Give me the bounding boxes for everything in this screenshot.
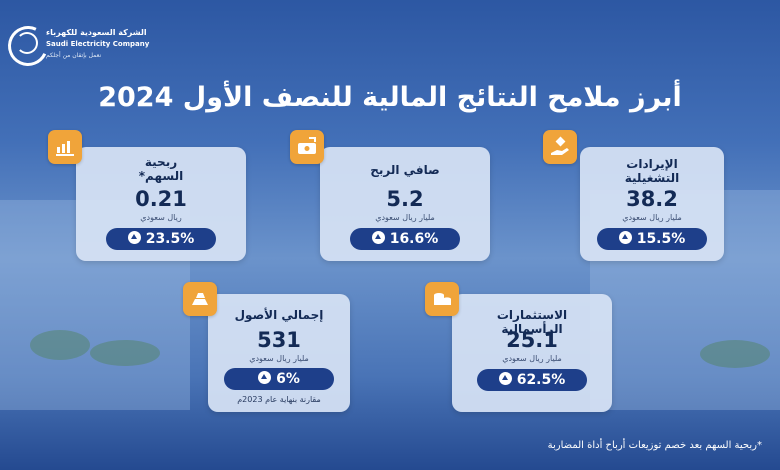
coin-stack-icon xyxy=(425,282,459,316)
card-label-line: التشغيلية xyxy=(624,171,680,185)
card-value: 0.21 xyxy=(135,187,187,211)
arrow-up-icon xyxy=(371,230,385,244)
company-tagline: نعمل بإتقان من أجلكم xyxy=(46,52,102,59)
card-total-assets: إجمالي الأصول 531 مليار ريال سعودي 6% مق… xyxy=(208,294,350,412)
change-badge: 23.5% xyxy=(106,228,216,250)
background-tree xyxy=(30,330,90,360)
card-label: الإيرادات التشغيلية xyxy=(594,157,710,185)
card-value: 5.2 xyxy=(386,187,424,211)
card-label-line: إجمالي الأصول xyxy=(234,308,324,322)
coins-hand-icon xyxy=(543,130,577,164)
background-tree xyxy=(90,340,160,366)
card-label: ربحية السهم* xyxy=(90,155,232,183)
change-value: 6% xyxy=(276,371,300,387)
arrow-up-icon xyxy=(127,230,141,244)
card-label-line: الإيرادات xyxy=(626,157,678,171)
card-capital-investments: الاستثمارات الرأسمالية 25.1 مليار ريال س… xyxy=(452,294,612,412)
change-value: 15.5% xyxy=(636,231,686,247)
card-label-line: ربحية xyxy=(144,155,178,169)
logo-mark-inner-icon xyxy=(16,32,38,54)
card-label-line: السهم* xyxy=(138,169,184,183)
gold-bars-icon xyxy=(183,282,217,316)
card-unit: مليار ريال سعودي xyxy=(622,213,682,222)
card-label: إجمالي الأصول xyxy=(222,308,336,322)
change-value: 16.6% xyxy=(389,231,439,247)
change-badge: 16.6% xyxy=(350,228,460,250)
change-value: 23.5% xyxy=(145,231,195,247)
card-unit: مليار ريال سعودي xyxy=(502,354,562,363)
card-label-line: صافي الربح xyxy=(370,163,440,177)
comparison-note: مقارنة بنهاية عام 2023م xyxy=(237,395,321,404)
card-label-line: الاستثمارات الرأسمالية xyxy=(496,308,568,336)
change-value: 62.5% xyxy=(516,372,566,388)
change-badge: 15.5% xyxy=(597,228,707,250)
background-tree xyxy=(700,340,770,368)
card-unit: ريال سعودي xyxy=(140,213,182,222)
card-value: 531 xyxy=(257,328,301,352)
card-value: 25.1 xyxy=(506,328,558,352)
change-badge: 6% xyxy=(224,368,334,390)
company-name-en: Saudi Electricity Company xyxy=(46,40,150,48)
card-unit: مليار ريال سعودي xyxy=(249,354,309,363)
arrow-up-icon xyxy=(618,230,632,244)
card-label: صافي الربح xyxy=(334,163,476,177)
card-net-profit: صافي الربح 5.2 مليار ريال سعودي 16.6% xyxy=(320,147,490,261)
footnote: *ربحية السهم بعد خصم توزيعات أرباح أداة … xyxy=(547,440,762,451)
card-operating-revenue: الإيرادات التشغيلية 38.2 مليار ريال سعود… xyxy=(580,147,724,261)
cash-arrow-icon xyxy=(290,130,324,164)
card-unit: مليار ريال سعودي xyxy=(375,213,435,222)
card-earnings-per-share: ربحية السهم* 0.21 ريال سعودي 23.5% xyxy=(76,147,246,261)
company-logo: الشركة السعودية للكهرباء Saudi Electrici… xyxy=(2,20,150,72)
change-badge: 62.5% xyxy=(477,369,587,391)
arrow-up-icon xyxy=(258,370,272,384)
company-name-ar: الشركة السعودية للكهرباء xyxy=(46,28,147,37)
page-title: أبرز ملامح النتائج المالية للنصف الأول 2… xyxy=(98,82,682,113)
card-value: 38.2 xyxy=(626,187,678,211)
card-label: الاستثمارات الرأسمالية xyxy=(466,308,598,336)
arrow-up-icon xyxy=(498,371,512,385)
growth-chart-icon xyxy=(48,130,82,164)
